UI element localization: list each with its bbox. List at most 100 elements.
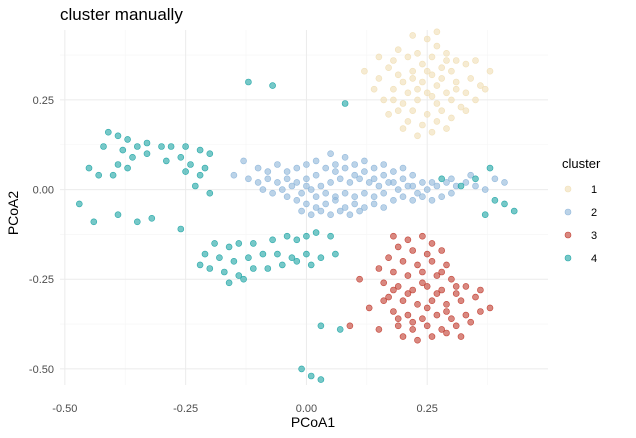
grid — [60, 30, 548, 385]
data-point — [448, 175, 455, 183]
data-point — [404, 118, 412, 125]
data-point — [428, 93, 436, 100]
data-point — [428, 257, 436, 265]
data-point — [143, 150, 151, 157]
data-point — [452, 322, 460, 330]
data-point — [385, 254, 392, 262]
data-point — [187, 161, 194, 168]
data-point — [370, 85, 378, 93]
data-point — [390, 268, 397, 276]
data-point — [409, 326, 417, 333]
data-point — [419, 60, 426, 68]
legend-key — [564, 185, 572, 193]
data-point — [414, 49, 421, 57]
data-point — [196, 146, 204, 154]
data-point — [409, 197, 417, 204]
data-point — [433, 272, 441, 279]
data-point — [394, 283, 402, 290]
data-point — [298, 189, 305, 197]
data-point — [269, 236, 276, 244]
data-point — [361, 157, 368, 165]
data-point — [462, 107, 470, 114]
data-point — [394, 186, 402, 193]
legend: cluster 1 2 3 4 — [562, 156, 601, 265]
data-point — [245, 254, 252, 262]
data-point — [423, 67, 431, 75]
data-point — [327, 232, 334, 240]
data-point — [472, 182, 479, 190]
data-point — [419, 121, 426, 129]
legend-title: cluster — [562, 156, 601, 171]
data-point — [196, 261, 204, 269]
data-point — [134, 218, 141, 226]
data-point — [283, 168, 291, 175]
data-point — [423, 283, 431, 290]
data-point — [192, 182, 199, 190]
data-point — [293, 179, 301, 186]
data-point — [409, 182, 417, 190]
data-point — [380, 189, 388, 197]
data-point — [414, 261, 421, 269]
data-point — [452, 290, 460, 297]
data-point — [423, 186, 431, 193]
data-point — [216, 254, 223, 262]
data-point — [472, 175, 479, 183]
data-point — [452, 57, 460, 64]
data-point — [399, 193, 407, 200]
data-point — [264, 265, 272, 272]
data-point — [235, 240, 243, 247]
data-point — [375, 75, 383, 82]
data-point — [385, 111, 392, 118]
data-point — [404, 290, 412, 297]
data-point — [438, 193, 446, 200]
data-point — [394, 322, 402, 330]
data-point — [399, 125, 407, 132]
data-point — [414, 132, 421, 140]
data-point — [327, 179, 334, 186]
data-point — [211, 240, 218, 247]
data-point — [322, 200, 330, 208]
data-point — [341, 204, 349, 211]
data-point — [177, 225, 185, 233]
data-point — [448, 67, 455, 75]
data-point — [428, 333, 436, 340]
legend-label: 1 — [591, 184, 597, 196]
data-point — [332, 168, 339, 175]
data-point — [298, 365, 305, 373]
data-point — [486, 164, 494, 172]
data-point — [443, 89, 450, 97]
data-point — [433, 311, 441, 319]
data-point — [225, 243, 233, 251]
data-point — [428, 197, 436, 204]
data-point — [419, 315, 426, 323]
data-point — [293, 236, 301, 244]
legend-key — [564, 208, 572, 216]
data-point — [283, 193, 291, 200]
data-point — [409, 171, 417, 179]
data-point — [341, 189, 349, 197]
legend-key — [564, 254, 572, 262]
data-point — [472, 57, 479, 64]
data-point — [264, 168, 272, 175]
data-point — [443, 308, 450, 315]
data-point — [385, 64, 392, 71]
data-point — [477, 82, 484, 89]
data-point — [351, 161, 359, 168]
data-point — [457, 297, 465, 305]
data-point — [457, 333, 465, 340]
data-point — [414, 336, 421, 344]
data-point — [336, 207, 344, 215]
data-point — [303, 250, 310, 258]
data-point — [477, 286, 484, 294]
data-point — [361, 67, 368, 75]
data-point — [182, 143, 189, 150]
data-point — [341, 164, 349, 172]
data-point — [361, 204, 368, 211]
data-point — [201, 164, 209, 172]
data-point — [438, 107, 446, 114]
data-point — [438, 326, 446, 333]
data-point — [404, 311, 412, 319]
data-point — [443, 300, 450, 308]
data-point — [167, 143, 175, 150]
data-point — [399, 175, 407, 183]
